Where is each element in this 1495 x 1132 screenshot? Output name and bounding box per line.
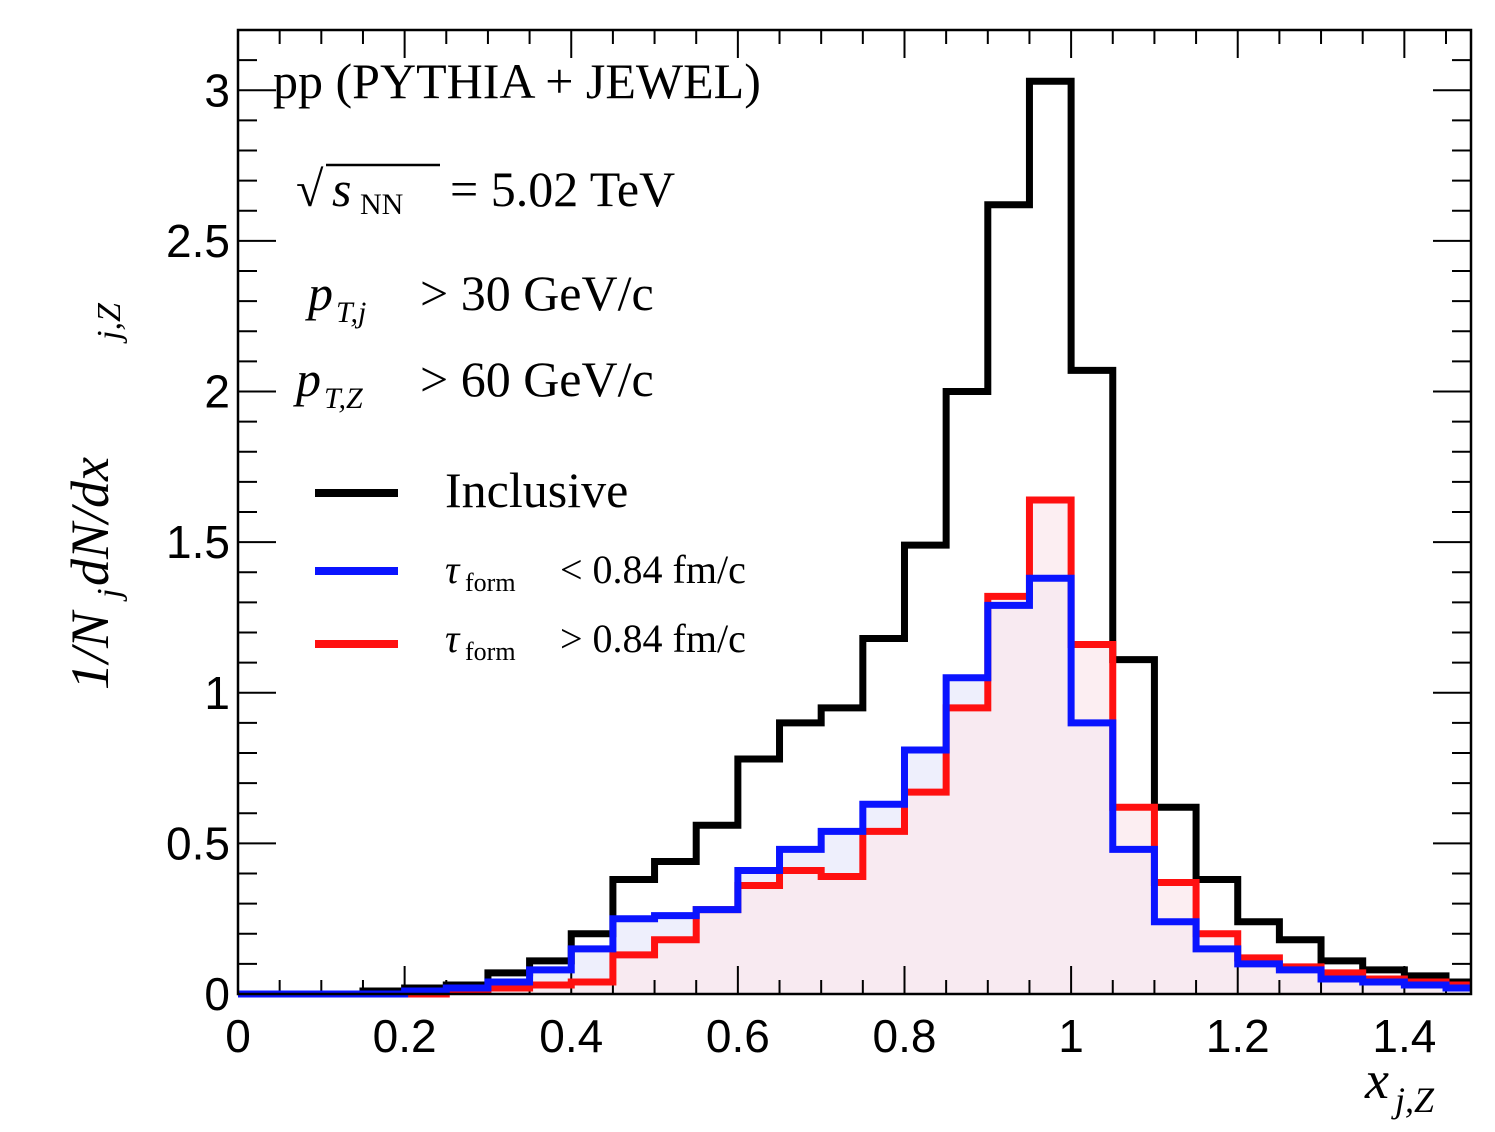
legend-sub-late: form [465, 637, 516, 666]
y-tick-label: 2 [204, 366, 230, 418]
energy-var: s [332, 161, 351, 217]
energy-sub: NN [360, 188, 403, 221]
y-tick-label: 2.5 [166, 215, 230, 267]
series-lines [238, 77, 1471, 998]
tick-labels: 0 0.2 0.4 0.6 0.8 1 1.2 1.4 0 0.5 1 1.5 2 2.5 3 [166, 64, 1436, 1062]
y-axis-label-sub2: j,Z [91, 302, 128, 344]
legend-sub-early: form [465, 568, 516, 597]
x-tick-label: 1.4 [1372, 1010, 1436, 1062]
x-tick-label: 0.6 [706, 1010, 770, 1062]
z-cut-annotation: p T,Z > 60 GeV/c [293, 351, 654, 415]
y-tick-label: 3 [204, 64, 230, 116]
plot-frame [236, 28, 1473, 996]
x-tick-label: 1.2 [1206, 1010, 1270, 1062]
jet-cut-value: > 30 GeV/c [420, 265, 654, 321]
y-tick-label: 0.5 [166, 817, 230, 869]
jet-cut-sub: T,j [336, 296, 366, 329]
series-line-early [238, 574, 1471, 998]
z-cut-sub: T,Z [324, 382, 363, 415]
legend-rest-early: < 0.84 fm/c [560, 547, 746, 592]
y-tick-label: 1.5 [166, 516, 230, 568]
energy-value: = 5.02 TeV [450, 161, 675, 217]
z-cut-var: p [293, 351, 321, 407]
energy-sqrt-sign: √ [296, 161, 324, 217]
legend-var-late: τ [445, 616, 461, 661]
energy-annotation: √ s NN = 5.02 TeV [296, 161, 675, 221]
y-axis-label-mid: dN/dx [60, 457, 120, 586]
series-fill-late [238, 499, 1471, 994]
y-axis-label-sub1: j [91, 589, 128, 602]
x-tick-label: 0.2 [373, 1010, 437, 1062]
legend-var-early: τ [445, 547, 461, 592]
y-axis-label: 1/N j dN/dx j,Z [60, 302, 128, 690]
legend: Inclusive τ form < 0.84 fm/c τ form > 0.… [315, 462, 746, 666]
jet-cut-var: p [305, 265, 333, 321]
x-tick-label: 0.4 [539, 1010, 603, 1062]
z-cut-value: > 60 GeV/c [420, 351, 654, 407]
y-axis-label-main: 1/N [60, 609, 120, 690]
jet-cut-annotation: p T,j > 30 GeV/c [305, 265, 654, 329]
series-fills [238, 499, 1471, 994]
legend-label-inclusive: Inclusive [445, 462, 628, 518]
x-axis-label-var: x [1364, 1050, 1389, 1110]
y-tick-label: 0 [204, 968, 230, 1020]
x-tick-label: 0 [225, 1010, 251, 1062]
x-tick-label: 0.8 [873, 1010, 937, 1062]
chart-title: pp (PYTHIA + JEWEL) [273, 53, 761, 109]
x-axis-label: x j,Z [1364, 1050, 1435, 1120]
legend-rest-late: > 0.84 fm/c [560, 616, 746, 661]
x-axis-label-sub: j,Z [1391, 1080, 1435, 1120]
x-tick-label: 1 [1058, 1010, 1084, 1062]
y-tick-label: 1 [204, 667, 230, 719]
